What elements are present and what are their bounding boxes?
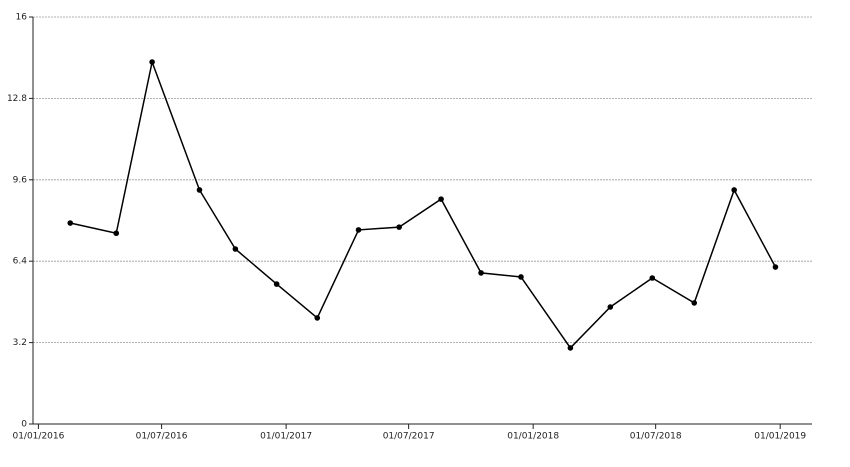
x-tick-label: 01/01/2019 xyxy=(754,432,806,442)
x-tick-label: 01/07/2017 xyxy=(383,432,435,442)
x-tick-label: 01/01/2016 xyxy=(12,432,64,442)
point xyxy=(149,59,155,65)
point xyxy=(396,224,402,230)
point xyxy=(67,220,74,226)
point xyxy=(232,246,239,252)
point xyxy=(691,300,698,306)
y-tick-label: 9.6 xyxy=(13,175,28,185)
x-tick-label: 01/07/2018 xyxy=(630,432,682,442)
point xyxy=(649,275,656,281)
point xyxy=(273,281,280,287)
point xyxy=(196,187,203,193)
line xyxy=(70,59,777,350)
x-tick-label: 01/01/2018 xyxy=(507,432,559,442)
y-tick-label: 6.4 xyxy=(13,257,28,267)
point xyxy=(518,274,524,280)
point xyxy=(314,315,321,321)
point xyxy=(567,345,574,351)
y-tick-label: 0 xyxy=(21,420,27,430)
point xyxy=(438,196,444,202)
y-tick-label: 12.8 xyxy=(7,94,27,104)
x-tick-label: 01/07/2016 xyxy=(136,432,188,442)
point xyxy=(478,270,484,276)
y-tick-label: 16 xyxy=(16,13,28,23)
point xyxy=(772,264,779,270)
point xyxy=(607,304,614,310)
point xyxy=(113,230,120,237)
y-tick-label: 3.2 xyxy=(13,338,27,348)
x-tick-label: 01/01/2017 xyxy=(260,432,312,442)
point xyxy=(355,227,362,233)
point xyxy=(731,187,737,193)
